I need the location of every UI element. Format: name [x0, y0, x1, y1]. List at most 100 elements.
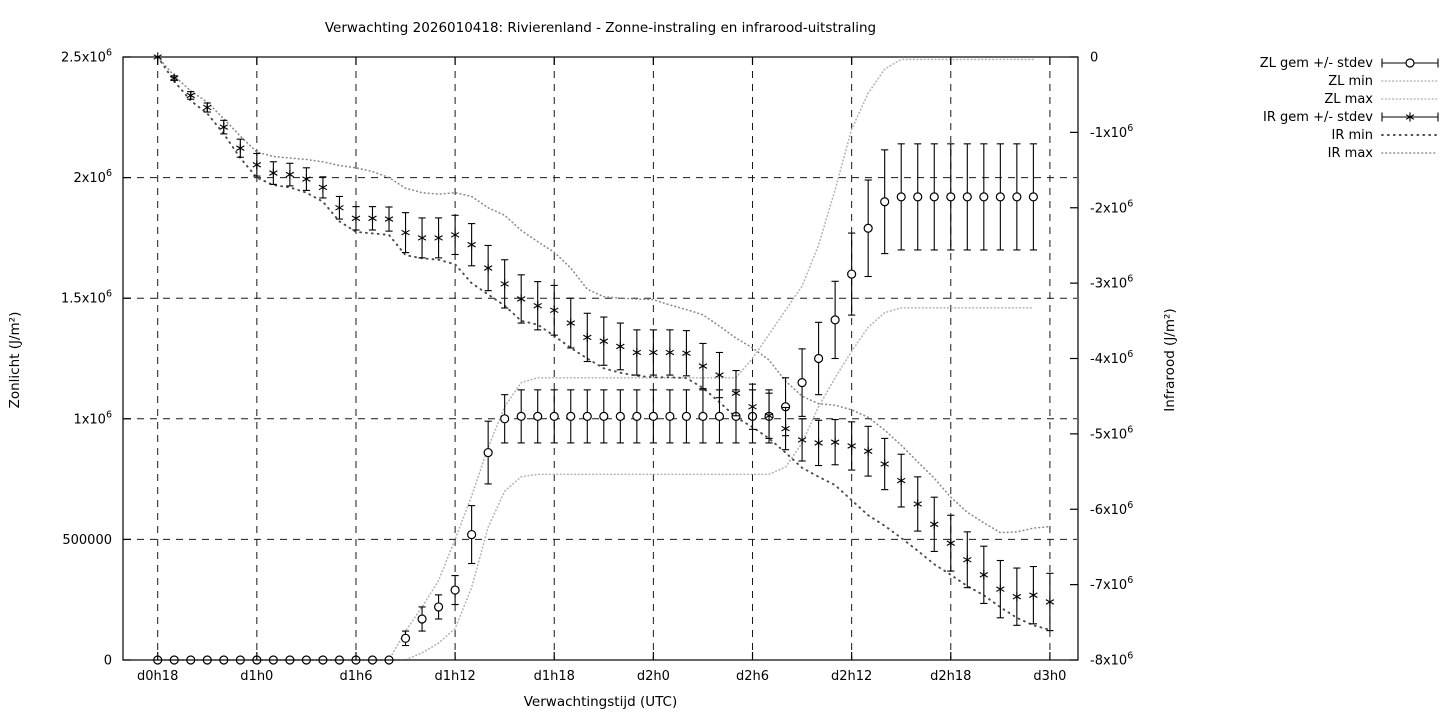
- asterisk-marker: [649, 349, 658, 356]
- y-right-tick-label: -7x106: [1090, 575, 1133, 593]
- legend-circle-marker: [1405, 58, 1415, 68]
- asterisk-marker: [351, 215, 361, 222]
- chart-title: Verwachting 2026010418: Rivierenland - Z…: [324, 20, 877, 36]
- data-point-circle: [615, 411, 625, 421]
- data-point-circle: [632, 411, 642, 421]
- data-point-circle: [847, 269, 857, 279]
- asterisk-marker: [302, 176, 311, 182]
- x-tick-label: d0h18: [137, 669, 178, 684]
- asterisk-marker: [252, 162, 262, 168]
- asterisk-marker: [549, 307, 559, 314]
- x-tick-label: d2h6: [736, 669, 769, 684]
- legend-item-0: ZL gem +/- stdev: [1145, 54, 1440, 72]
- data-point-circle: [813, 353, 824, 364]
- y-right-tick-label: -6x106: [1090, 500, 1133, 518]
- asterisk-marker: [616, 343, 625, 350]
- x-axis-title: Verwachtingstijd (UTC): [523, 694, 678, 710]
- tick-marks: [123, 56, 1078, 661]
- legend: ZL gem +/- stdev ZL min ZL max IR gem +/- s…: [1145, 54, 1440, 162]
- asterisk-marker: [963, 556, 972, 563]
- asterisk-marker: [450, 232, 460, 238]
- y-left-tick-label: 2x106: [73, 168, 112, 186]
- data-point-circle: [648, 411, 658, 421]
- y-left-axis-title: Zonlicht (J/m²): [7, 311, 23, 409]
- asterisk-marker: [682, 350, 691, 357]
- series-zl-min: [156, 306, 1035, 661]
- asterisk-marker: [1012, 593, 1022, 600]
- legend-label: ZL gem +/- stdev: [1259, 55, 1373, 71]
- asterisk-marker: [913, 501, 922, 507]
- x-tick-label: d2h0: [637, 669, 670, 684]
- y-right-tick-label: 0: [1090, 51, 1098, 66]
- asterisk-marker: [269, 170, 278, 176]
- asterisk-marker: [500, 281, 509, 287]
- data-point-circle: [1012, 192, 1022, 202]
- y-right-tick-label: -2x106: [1090, 198, 1133, 216]
- y-right-tick-label: -4x106: [1090, 349, 1133, 367]
- asterisk-marker: [516, 296, 526, 302]
- x-tick-label: d2h18: [930, 669, 971, 684]
- data-point-circle: [533, 411, 543, 421]
- y-right-tick-label: -3x106: [1090, 274, 1133, 292]
- data-point-circle: [400, 633, 411, 643]
- asterisk-marker: [219, 124, 229, 130]
- legend-sample-errorbar-asterisk: [1381, 112, 1439, 122]
- data-point-circle: [797, 378, 807, 388]
- asterisk-marker: [1045, 599, 1055, 605]
- data-point-circle: [714, 411, 725, 421]
- asterisk-marker: [814, 440, 823, 446]
- legend-sample-errorbar-circle: [1381, 58, 1439, 68]
- data-point-circle: [467, 529, 477, 540]
- data-point-circle: [516, 411, 526, 421]
- asterisk-marker: [1405, 114, 1415, 120]
- legend-item-1: ZL min: [1145, 72, 1440, 90]
- asterisk-marker: [632, 349, 642, 356]
- asterisk-marker: [236, 145, 245, 151]
- x-tick-label: d2h12: [831, 669, 872, 684]
- asterisk-marker: [880, 461, 889, 467]
- legend-item-4: IR min: [1145, 126, 1440, 144]
- asterisk-marker: [863, 448, 873, 454]
- y-right-tick-label: -1x106: [1090, 123, 1133, 141]
- data-point-circle: [665, 411, 675, 421]
- legend-label: ZL max: [1324, 91, 1373, 107]
- legend-label: ZL min: [1328, 73, 1373, 89]
- x-tick-label: d1h12: [434, 669, 475, 684]
- x-tick-label: d1h0: [240, 669, 273, 684]
- data-point-circle: [698, 411, 708, 421]
- asterisk-marker: [996, 586, 1005, 592]
- series-zl-max: [156, 58, 1035, 661]
- asterisk-marker: [368, 215, 377, 222]
- data-point-circle: [483, 447, 493, 458]
- asterisk-marker: [417, 235, 427, 241]
- asterisk-marker: [169, 75, 179, 81]
- data-point-circle: [1028, 192, 1038, 202]
- data-point-circle: [863, 223, 873, 233]
- asterisk-marker: [285, 171, 295, 178]
- asterisk-marker: [929, 521, 939, 528]
- data-point-circle: [566, 411, 576, 421]
- asterisk-marker: [764, 413, 774, 419]
- data-point-circle: [450, 585, 460, 595]
- legend-item-3: IR gem +/- stdev: [1145, 108, 1440, 126]
- data-point-circle: [549, 411, 559, 421]
- data-point-circle: [913, 192, 923, 202]
- data-point-circle: [500, 414, 510, 424]
- legend-item-5: IR max: [1145, 144, 1440, 162]
- data-point-circle: [929, 192, 939, 202]
- data-point-circle: [946, 192, 956, 202]
- asterisk-marker: [566, 320, 576, 326]
- asterisk-marker: [467, 241, 476, 248]
- series-ir-min: [156, 56, 1051, 631]
- legend-sample-dots-dark-sparse: [1381, 134, 1439, 136]
- y-right-axis-title: Infrarood (J/m²): [1162, 308, 1178, 412]
- y-right-tick-label: -8x106: [1090, 651, 1133, 669]
- x-tick-label: d3h0: [1033, 669, 1066, 684]
- data-point-circle: [599, 411, 609, 421]
- x-tick-label: d1h6: [339, 669, 372, 684]
- data-point-circle: [880, 197, 890, 207]
- data-point-circle: [830, 315, 840, 325]
- asterisk-marker: [946, 540, 956, 546]
